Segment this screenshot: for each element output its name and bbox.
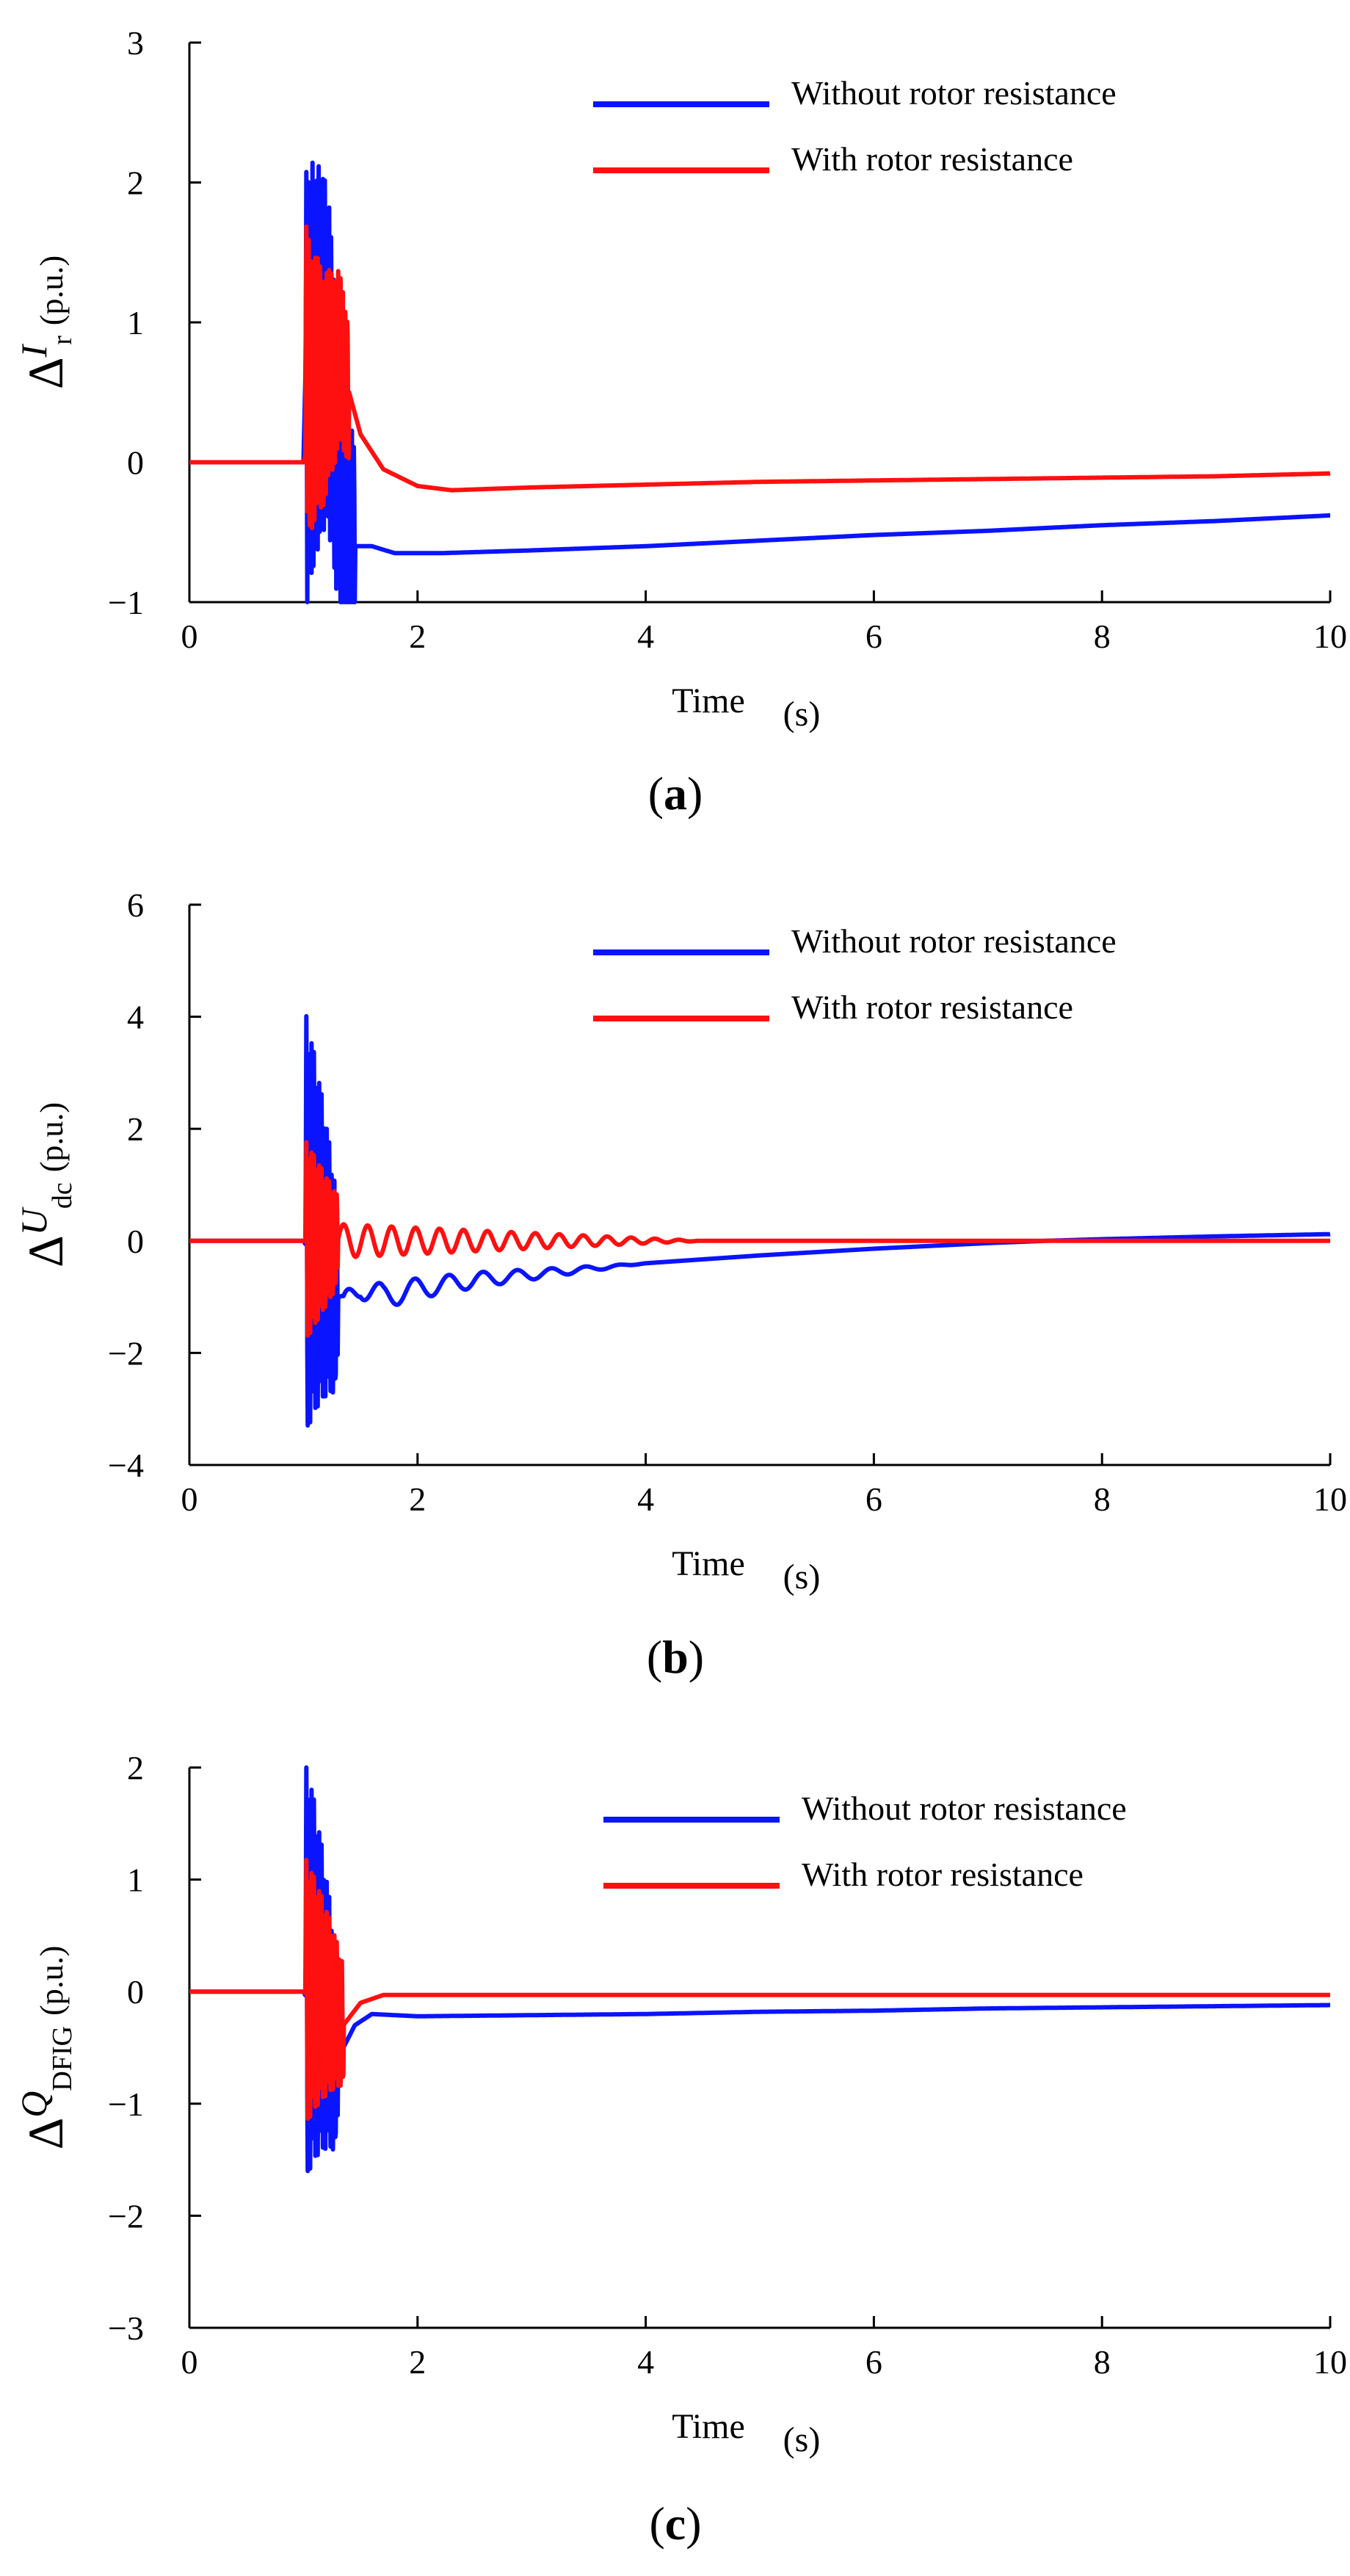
- x-axis-unit: (s): [783, 695, 821, 734]
- x-axis-label: Time: [672, 681, 745, 720]
- caption-letter: b: [662, 1631, 689, 1683]
- x-tick-label: 8: [1094, 618, 1111, 655]
- y-tick-label: −3: [108, 2309, 144, 2347]
- caption-letter: a: [664, 767, 687, 820]
- series-line-with-rotor-resistance: [187, 1140, 1332, 1338]
- y-label-symbol: U: [13, 1206, 54, 1235]
- x-tick-label: 2: [409, 618, 426, 655]
- x-tick-label: 6: [865, 2343, 882, 2381]
- y-tick-label: −1: [108, 584, 144, 621]
- caption-a: (a): [648, 767, 703, 820]
- x-tick-label: 6: [865, 1480, 882, 1518]
- y-label-symbol: Q: [13, 2091, 54, 2118]
- y-label-subscript: r: [47, 336, 78, 345]
- y-label-unit: (p.u.): [34, 256, 70, 325]
- x-tick-label: 10: [1313, 2343, 1347, 2381]
- y-tick-label: 0: [127, 1223, 144, 1260]
- legend-label-with: With rotor resistance: [802, 1856, 1084, 1893]
- y-axis-label: ΔUdc (p.u.): [13, 1102, 78, 1267]
- x-tick-label: 4: [637, 1480, 654, 1518]
- y-tick-label: 3: [127, 24, 144, 62]
- x-tick-label: 8: [1094, 1480, 1111, 1518]
- legend-label-with: With rotor resistance: [791, 988, 1073, 1026]
- y-label-unit: (p.u.): [34, 1946, 70, 2016]
- y-label-delta: Δ: [18, 2118, 73, 2150]
- series-line-with-rotor-resistance: [187, 1857, 1332, 2121]
- x-tick-label: 0: [181, 618, 198, 655]
- x-tick-label: 10: [1313, 1480, 1347, 1518]
- caption-paren-close: ): [686, 2497, 701, 2550]
- y-axis-label: ΔQDFIG (p.u.): [13, 1946, 78, 2150]
- y-tick-label: −2: [108, 1334, 144, 1372]
- caption-c: (c): [649, 2497, 701, 2550]
- y-label-unit: (p.u.): [34, 1102, 70, 1172]
- caption-letter: c: [665, 2497, 686, 2550]
- y-tick-label: −4: [108, 1447, 144, 1484]
- x-axis-label: Time: [672, 2407, 745, 2446]
- chart-panel-b: −4 −2 0 2 4 6 0 2 4 6 8 10 ΔUdc (p.u.) Time (s) Without …: [13, 886, 1347, 1683]
- chart-panel-c: −3 −2 −1 0 1 2 0 2 4 6 8 10 ΔQDFIG (p.u.) Time (s) Witho…: [13, 1749, 1347, 2550]
- x-tick-label: 4: [637, 618, 654, 655]
- caption-paren-close: ): [689, 1631, 704, 1683]
- caption-paren-open: (: [649, 2497, 664, 2550]
- y-label-subscript: DFIG: [47, 2026, 78, 2091]
- x-tick-label: 2: [409, 1480, 426, 1518]
- caption-paren-open: (: [647, 1631, 662, 1683]
- x-axis-label: Time: [672, 1544, 745, 1583]
- chart-panel-a: −1 0 1 2 3 0 2 4 6 8 10 ΔIr (p.u.) Time (s) Without rot…: [13, 24, 1347, 820]
- x-axis-unit: (s): [783, 2420, 821, 2459]
- x-tick-label: 8: [1094, 2343, 1111, 2381]
- y-tick-label: 1: [127, 1862, 144, 1899]
- legend-label-without: Without rotor resistance: [791, 74, 1117, 112]
- y-label-delta: Δ: [18, 1235, 73, 1267]
- y-label-subscript: dc: [47, 1182, 78, 1209]
- x-tick-label: 4: [637, 2343, 654, 2381]
- series-line-without-rotor-resistance: [187, 1013, 1332, 1428]
- y-tick-label: 6: [127, 886, 144, 924]
- x-tick-label: 6: [865, 618, 882, 655]
- caption-paren-close: ): [687, 767, 703, 820]
- legend-label-without: Without rotor resistance: [791, 922, 1117, 960]
- x-tick-label: 0: [181, 1480, 198, 1518]
- legend-label-without: Without rotor resistance: [802, 1790, 1127, 1827]
- series-line-with-rotor-resistance: [187, 224, 1332, 531]
- x-tick-label: 2: [409, 2343, 426, 2381]
- x-axis-unit: (s): [783, 1557, 821, 1596]
- y-tick-label: −1: [108, 2085, 144, 2123]
- y-tick-label: 0: [127, 1973, 144, 2011]
- series-line-without-rotor-resistance: [187, 160, 1332, 604]
- y-tick-label: −2: [108, 2197, 144, 2235]
- x-tick-label: 10: [1313, 618, 1347, 655]
- series-line-without-rotor-resistance: [187, 1765, 1332, 2174]
- legend-label-with: With rotor resistance: [791, 140, 1073, 178]
- caption-b: (b): [647, 1631, 704, 1683]
- y-label-delta: Δ: [18, 357, 73, 389]
- y-tick-label: 1: [127, 304, 144, 341]
- y-label-symbol: I: [13, 343, 54, 358]
- y-tick-label: 4: [127, 999, 144, 1036]
- x-tick-label: 0: [181, 2343, 198, 2381]
- y-axis-label: ΔIr (p.u.): [13, 256, 78, 389]
- y-tick-label: 2: [127, 1110, 144, 1148]
- caption-paren-open: (: [648, 767, 664, 820]
- y-tick-label: 0: [127, 444, 144, 482]
- y-tick-label: 2: [127, 1749, 144, 1787]
- y-tick-label: 2: [127, 164, 144, 202]
